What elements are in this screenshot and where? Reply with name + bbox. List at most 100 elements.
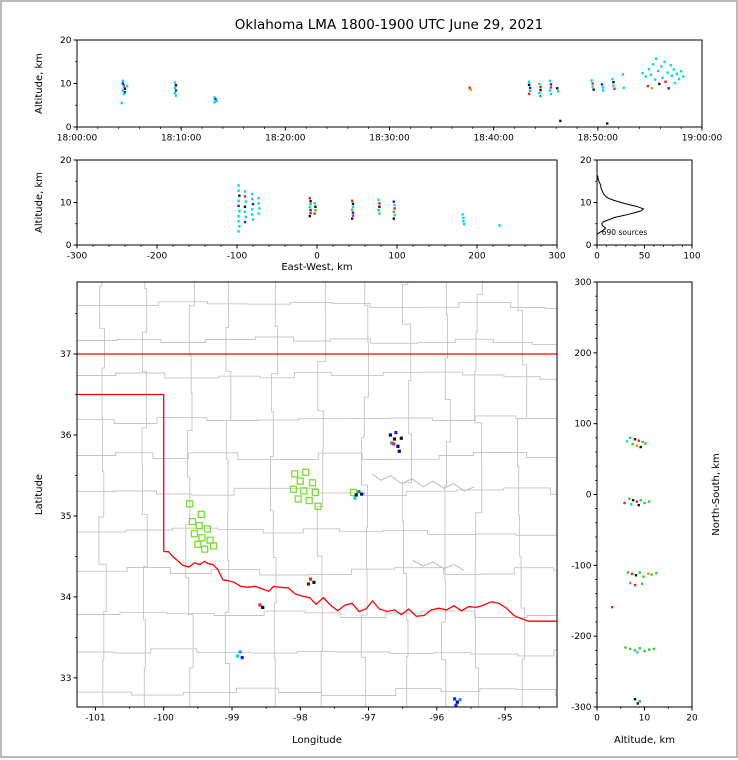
data-point [672,68,676,71]
x-tick-label: -96 [429,714,444,724]
data-point [661,76,664,80]
data-point [611,605,614,609]
data-point [657,69,660,73]
data-point [251,208,254,211]
data-point [251,197,254,201]
data-point [378,212,381,215]
data-point [556,87,559,90]
data-point [454,703,458,707]
x-tick-label: 0 [594,714,600,724]
data-point [636,702,640,705]
data-point [634,574,638,577]
y-axis-label: North-South, km [711,453,722,536]
data-point [628,497,631,500]
x-tick-label: 50 [639,252,651,262]
data-point [590,79,593,82]
data-point [237,204,240,208]
station-square [294,495,302,503]
data-point [631,498,635,502]
y-tick-label: -300 [571,703,592,713]
y-tick-label: 10 [580,199,592,209]
data-point [243,210,247,214]
y-tick-label: 36 [60,431,72,441]
data-point [633,649,637,652]
data-point [638,647,641,650]
data-point [677,77,681,81]
data-point [538,91,541,95]
data-point [527,92,531,96]
data-point [650,87,654,90]
station-square [300,487,308,495]
data-point [396,444,400,448]
x-axis-label: Longitude [292,735,342,746]
data-point [675,72,679,76]
data-point [638,571,641,574]
data-point [243,195,247,198]
data-point [669,64,672,67]
data-point [235,654,240,658]
data-point [647,572,650,576]
data-point [393,203,396,207]
data-point [237,220,240,223]
data-point [306,582,311,586]
data-point [360,492,364,496]
data-point [623,501,626,505]
data-point [237,189,240,192]
x-tick-label: 18:10:00 [161,134,202,144]
axes-frame-map [76,281,558,708]
data-point [626,571,630,574]
x-tick-label: 300 [548,252,565,262]
data-layer-ns-altitude [611,436,658,705]
data-point [591,85,594,88]
x-axis-label: Altitude, km [614,735,675,746]
data-point [351,217,354,220]
data-point [549,92,553,96]
data-point [377,198,380,202]
data-point [261,605,265,610]
data-point [215,99,218,103]
data-point [461,213,464,216]
data-point [462,220,465,223]
station-square [349,488,358,497]
data-point [650,573,653,576]
data-point [309,208,312,212]
x-tick-label: 100 [683,252,700,262]
y-tick-label: 200 [574,349,591,359]
y-tick-label: 300 [574,278,591,288]
x-tick-label: -98 [293,714,308,724]
data-point [314,205,317,208]
station-square [296,477,304,485]
data-point [378,205,381,208]
data-layer-ew-altitude [237,184,501,233]
data-point [238,209,241,213]
data-point [393,207,396,210]
data-point [237,184,240,187]
station-square [311,488,319,497]
data-point [606,122,609,125]
data-point [667,87,670,90]
data-point [240,656,244,660]
data-point [173,86,177,90]
station-square [302,468,310,476]
data-point [238,650,242,654]
data-point [644,75,647,78]
data-point [622,86,626,90]
data-point [394,430,398,435]
y-axis-label: Altitude, km [34,172,45,233]
panel-ns-altitude: 0 10 20 300 200 100 0 -100 -200 -300 Altitude, km N… [571,278,722,746]
panel-map: -101 -100 -99 -98 -97 -96 -95 33 34 35 36 37 Longitu… [34,281,558,746]
data-point [648,648,651,651]
station-square [190,530,199,538]
data-point [641,71,644,75]
data-point [638,700,641,703]
data-point [173,81,177,84]
data-point [397,449,401,453]
data-point [243,190,247,193]
y-axis-label: Latitude [34,474,45,515]
data-point [309,200,312,203]
data-point [538,82,541,86]
river-line [412,560,465,571]
axes-frame-time-altitude [76,39,703,128]
data-point [455,700,459,704]
